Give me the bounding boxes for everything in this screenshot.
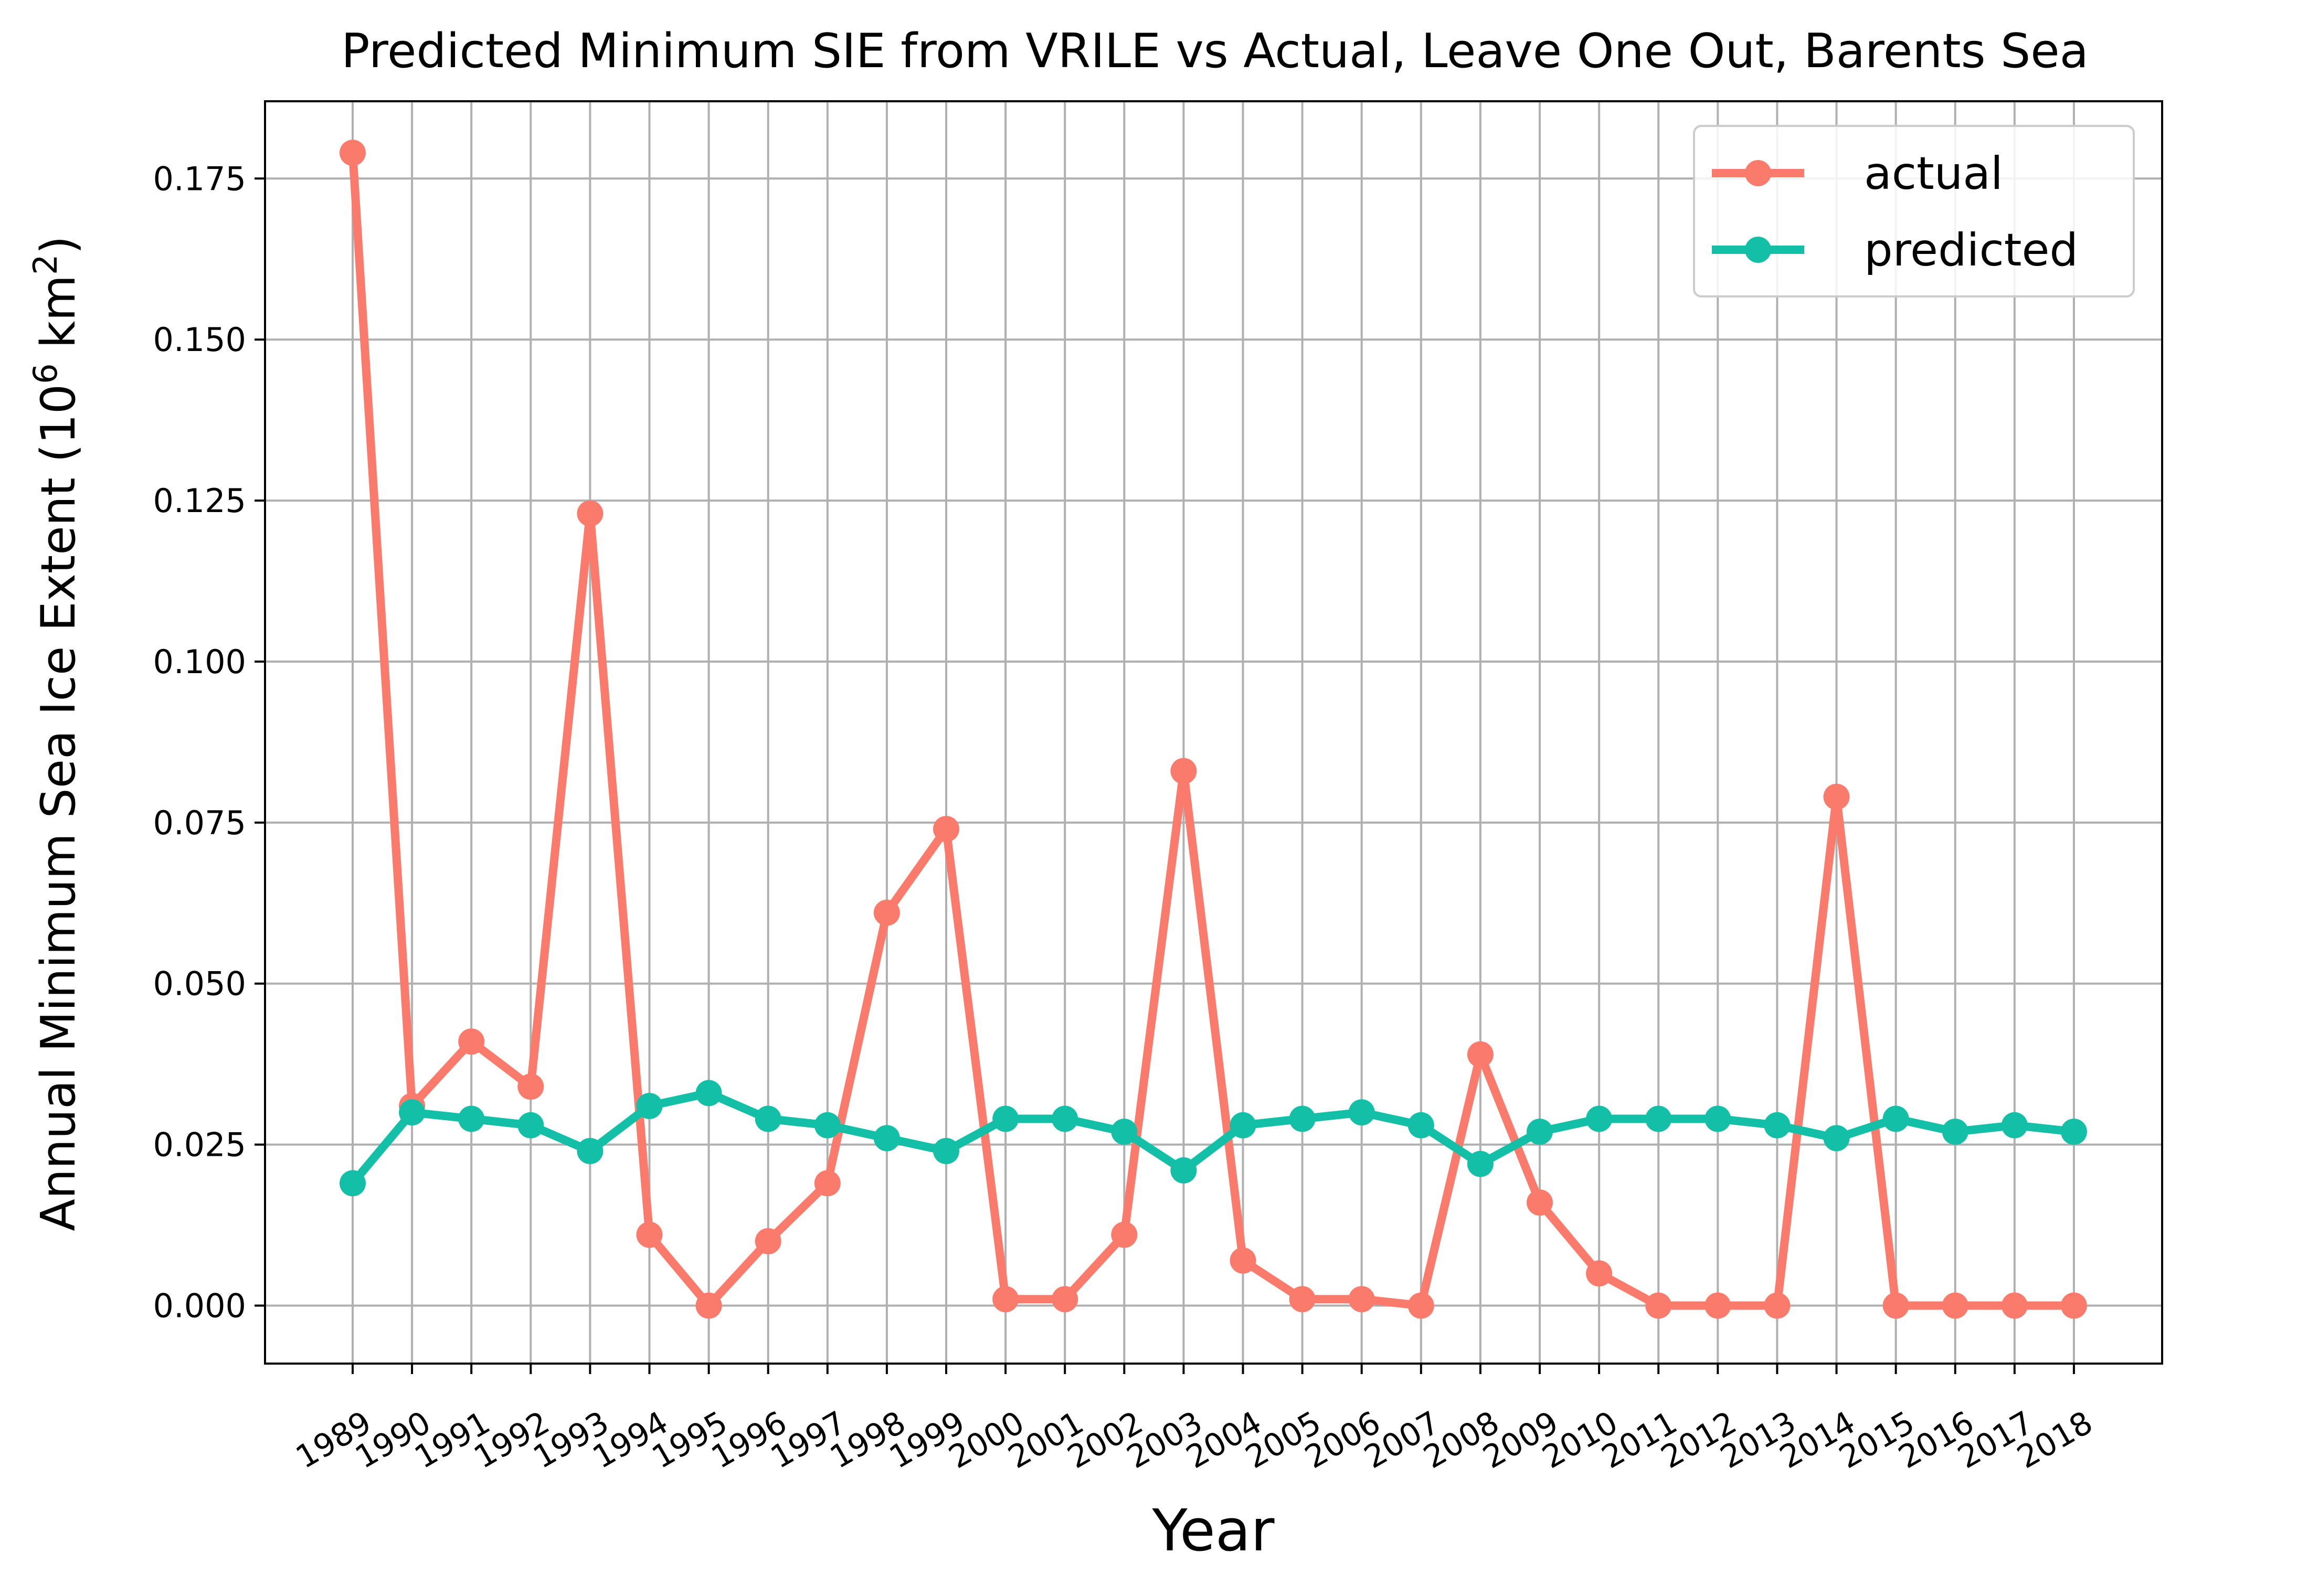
data-point-predicted — [873, 1125, 900, 1152]
data-point-actual — [2001, 1292, 2028, 1319]
data-point-actual — [1764, 1292, 1791, 1319]
y-axis-label-exponent: 6 — [26, 363, 65, 384]
x-axis-label: Year — [1152, 1497, 1275, 1564]
y-axis-label-unit-exponent: 2 — [26, 254, 65, 275]
data-point-predicted — [1882, 1105, 1909, 1132]
data-point-actual — [1645, 1292, 1672, 1319]
data-point-predicted — [814, 1112, 841, 1139]
data-point-predicted — [1823, 1125, 1850, 1152]
data-point-predicted — [755, 1105, 781, 1132]
data-point-predicted — [1645, 1105, 1672, 1132]
data-point-predicted — [1289, 1105, 1316, 1132]
data-point-actual — [458, 1028, 485, 1055]
y-axis-label-end: ) — [31, 236, 86, 254]
data-point-actual — [340, 140, 366, 166]
y-tick-label: 0.125 — [153, 482, 247, 520]
data-point-actual — [636, 1221, 663, 1248]
data-point-actual — [1823, 783, 1850, 810]
data-point-predicted — [399, 1099, 426, 1126]
legend-label-actual: actual — [1864, 147, 2003, 200]
y-axis-label: Annual Minimum Sea Ice Extent (106 km2) — [26, 236, 86, 1231]
data-point-actual — [1170, 758, 1197, 784]
y-tick-label: 0.025 — [153, 1126, 247, 1164]
data-point-predicted — [1052, 1105, 1078, 1132]
data-point-actual — [695, 1292, 722, 1319]
chart-title: Predicted Minimum SIE from VRILE vs Actu… — [341, 24, 2089, 79]
data-point-actual — [1111, 1221, 1138, 1248]
series-lines — [340, 140, 2087, 1319]
data-point-actual — [755, 1228, 781, 1254]
data-point-actual — [1467, 1041, 1494, 1068]
legend-label-predicted: predicted — [1864, 224, 2078, 276]
data-point-actual — [1230, 1247, 1256, 1274]
data-point-actual — [933, 816, 959, 843]
data-point-predicted — [1705, 1105, 1731, 1132]
data-point-predicted — [1586, 1105, 1613, 1132]
y-tick-label: 0.100 — [153, 643, 247, 681]
data-point-predicted — [1348, 1099, 1375, 1126]
data-point-predicted — [2060, 1119, 2087, 1145]
data-point-actual — [1289, 1286, 1316, 1313]
data-point-predicted — [1942, 1119, 1968, 1145]
data-point-actual — [517, 1073, 544, 1100]
data-point-actual — [577, 500, 604, 527]
legend-marker-actual — [1745, 160, 1771, 186]
data-point-predicted — [458, 1105, 485, 1132]
data-point-predicted — [1527, 1119, 1553, 1145]
data-point-actual — [1705, 1292, 1731, 1319]
y-tick-label: 0.075 — [153, 804, 247, 842]
data-point-predicted — [340, 1170, 366, 1197]
data-point-predicted — [992, 1105, 1019, 1132]
data-point-actual — [1348, 1286, 1375, 1313]
legend: actual predicted — [1693, 125, 2135, 297]
plot-frame — [264, 100, 2163, 1365]
data-point-actual — [992, 1286, 1019, 1313]
data-point-predicted — [1467, 1151, 1494, 1177]
data-point-predicted — [1407, 1112, 1434, 1139]
data-point-predicted — [577, 1137, 604, 1164]
data-point-actual — [1586, 1260, 1613, 1287]
legend-marker-predicted — [1745, 237, 1771, 263]
data-point-predicted — [1170, 1157, 1197, 1184]
y-tick-label: 0.000 — [153, 1287, 247, 1325]
y-tick-label: 0.150 — [153, 321, 247, 359]
data-point-predicted — [2001, 1112, 2028, 1139]
y-tick-label: 0.050 — [153, 965, 247, 1003]
data-point-actual — [2060, 1292, 2087, 1319]
y-axis-label-main: Annual Minimum Sea Ice Extent (10 — [31, 384, 86, 1231]
data-point-actual — [873, 899, 900, 926]
data-point-predicted — [517, 1112, 544, 1139]
y-tick-label: 0.175 — [153, 159, 247, 198]
data-point-actual — [814, 1170, 841, 1197]
data-point-actual — [1527, 1189, 1553, 1216]
data-point-predicted — [636, 1092, 663, 1119]
data-point-actual — [1407, 1292, 1434, 1319]
data-point-predicted — [933, 1137, 959, 1164]
data-point-predicted — [695, 1080, 722, 1106]
data-point-predicted — [1764, 1112, 1791, 1139]
data-point-actual — [1882, 1292, 1909, 1319]
data-point-predicted — [1230, 1112, 1256, 1139]
y-axis: 0.000 0.025 0.050 0.075 0.100 0.125 0.150 0.175 — [153, 159, 265, 1325]
y-axis-label-unit: km — [31, 275, 86, 363]
data-point-predicted — [1111, 1119, 1138, 1145]
data-point-actual — [1052, 1286, 1078, 1313]
data-point-actual — [1942, 1292, 1968, 1319]
